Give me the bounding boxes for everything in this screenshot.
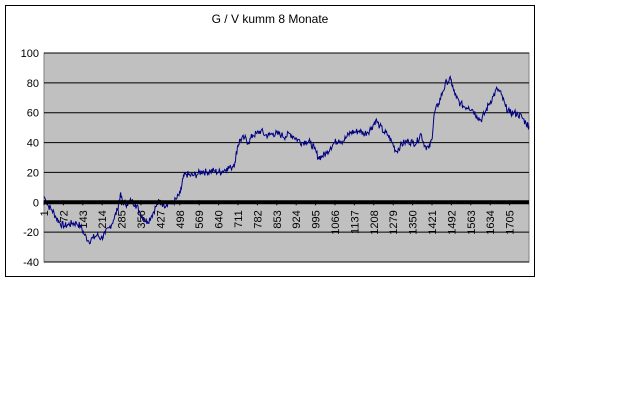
y-tick-label: 40	[27, 138, 39, 150]
x-tick-label: 853	[272, 210, 284, 228]
chart-title: G / V kumm 8 Monate	[212, 12, 329, 26]
x-tick-label: 1350	[408, 210, 420, 234]
x-tick-label: 1705	[505, 210, 517, 234]
x-tick-label: 1421	[427, 210, 439, 234]
plot-background	[43, 52, 530, 263]
x-tick-label: 924	[291, 210, 303, 228]
x-tick-label: 285	[117, 210, 129, 228]
x-tick-label: 143	[78, 210, 90, 228]
x-tick-label: 1066	[330, 210, 342, 234]
y-tick-label: 100	[21, 48, 39, 60]
x-tick-label: 1279	[388, 210, 400, 234]
x-tick-label: 569	[194, 210, 206, 228]
x-tick-label: 1137	[349, 210, 361, 234]
x-tick-label: 356	[136, 210, 148, 228]
x-tick-label: 1634	[485, 210, 497, 234]
x-tick-label: 1492	[446, 210, 458, 234]
x-tick-label: 498	[175, 210, 187, 228]
x-tick-label: 711	[233, 210, 245, 228]
y-tick-label: 20	[27, 167, 39, 179]
y-tick-label: -40	[23, 257, 39, 269]
y-tick-label: 0	[33, 197, 39, 209]
x-tick-label: 640	[214, 210, 226, 228]
x-tick-label: 1	[39, 210, 51, 216]
plot-area: 100 80 60 40 20 0 -20 -40 1 72 143 214 285 356 427 498 5…	[21, 48, 530, 269]
x-tick-label: 782	[252, 210, 264, 228]
x-tick-label: 1563	[466, 210, 478, 234]
chart-frame: G / V kumm 8 Monate 100 80 60 40 20 0 -20 -40 1 7…	[5, 5, 535, 277]
y-tick-label: -20	[23, 227, 39, 239]
x-tick-label: 427	[155, 210, 167, 228]
x-tick-label: 72	[58, 210, 70, 222]
x-tick-label: 995	[311, 210, 323, 228]
y-tick-label: 60	[27, 108, 39, 120]
x-tick-label: 1208	[369, 210, 381, 234]
x-tick-label: 214	[97, 210, 109, 228]
y-tick-label: 80	[27, 78, 39, 90]
